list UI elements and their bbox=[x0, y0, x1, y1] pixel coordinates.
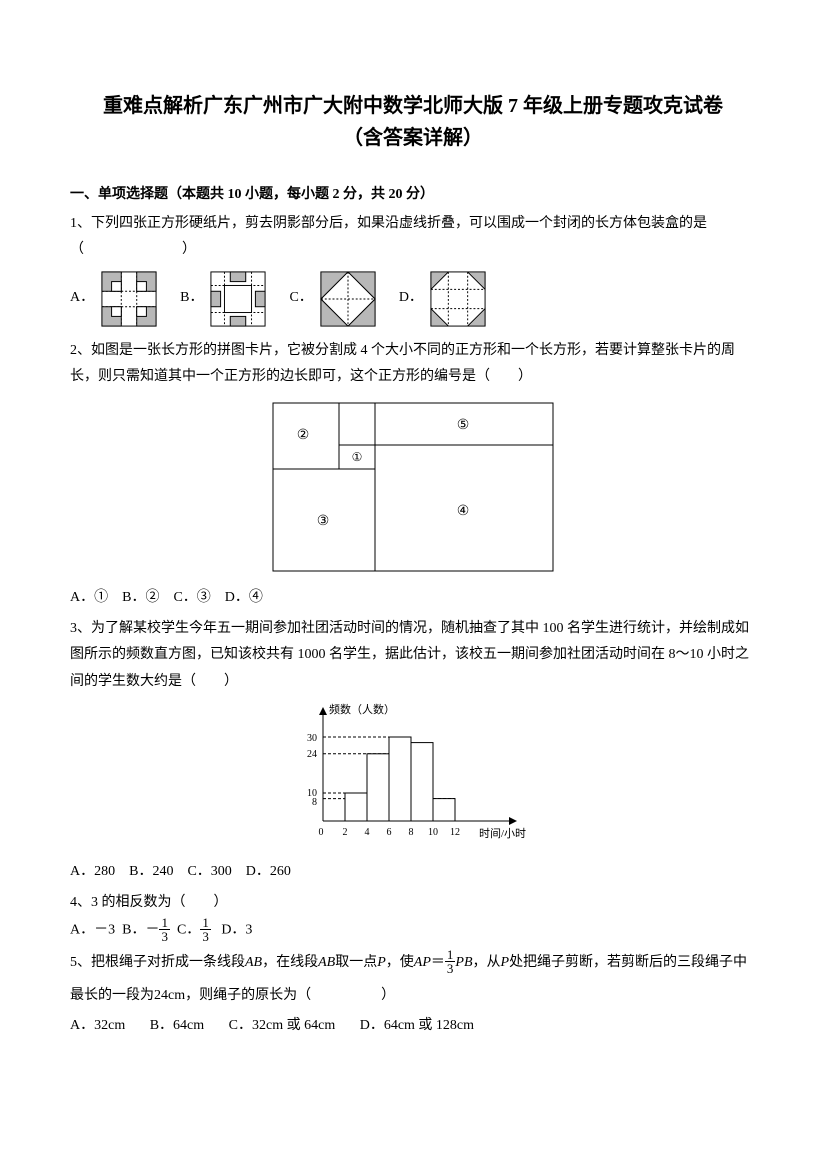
q1-option-b: B． bbox=[180, 270, 267, 328]
q5-opt-a: A．32cm bbox=[70, 1018, 125, 1033]
q1-stem: 1、下列四张正方形硬纸片，剪去阴影部分后，如果沿虚线折叠，可以围成一个封闭的长方… bbox=[70, 211, 756, 264]
q1-option-a: A． bbox=[70, 270, 158, 328]
svg-text:4: 4 bbox=[365, 827, 370, 838]
q5-pt-p-2: P bbox=[501, 955, 510, 970]
exam-page: 重难点解析广东广州市广大附中数学北师大版 7 年级上册专题攻克试卷 （含答案详解… bbox=[0, 0, 826, 1169]
q1-label-a: A． bbox=[70, 285, 94, 312]
q4-frac-c: 13 bbox=[200, 916, 211, 943]
q1-label-d: D． bbox=[399, 285, 423, 312]
q5-opt-b: B．64cm bbox=[150, 1018, 204, 1033]
q5-t1: 5、把根绳子对折成一条线段 bbox=[70, 955, 245, 970]
q1-option-d: D． bbox=[399, 270, 487, 328]
q5-t4: ，使 bbox=[386, 955, 414, 970]
q2-label-3: ③ bbox=[317, 514, 330, 529]
q5-options: A．32cm B．64cm C．32cm 或 64cm D．64cm 或 128… bbox=[70, 1013, 756, 1040]
q4-options: A．－3 B．－13 C．13 D．3 bbox=[70, 917, 756, 944]
q2-figure-wrap: ② ① ⑤ ③ ④ bbox=[70, 397, 756, 577]
q3-y-label: 频数（人数） bbox=[329, 702, 395, 716]
q5-t7: ，则绳子的原长为（ ） bbox=[185, 988, 395, 1003]
svg-text:6: 6 bbox=[387, 827, 392, 838]
svg-text:24: 24 bbox=[307, 749, 317, 760]
svg-text:30: 30 bbox=[307, 733, 317, 744]
q2-label-4: ④ bbox=[457, 504, 470, 519]
q5-ap: AP bbox=[414, 955, 431, 970]
q3-chart-wrap: 频数（人数） 时间/小时 0 2 4 6 8 10 12 30 24 10 8 bbox=[70, 701, 756, 851]
page-title: 重难点解析广东广州市广大附中数学北师大版 7 年级上册专题攻克试卷 （含答案详解… bbox=[70, 90, 756, 154]
question-4: 4、3 的相反数为（ ） A．－3 B．－13 C．13 D．3 bbox=[70, 890, 756, 944]
question-5: 5、把根绳子对折成一条线段AB，在线段AB取一点P，使AP＝13PB，从P处把绳… bbox=[70, 946, 756, 1040]
q4-opt-b-neg: － bbox=[145, 922, 159, 937]
question-1: 1、下列四张正方形硬纸片，剪去阴影部分后，如果沿虚线折叠，可以围成一个封闭的长方… bbox=[70, 211, 756, 328]
q2-label-2: ② bbox=[297, 428, 310, 443]
svg-text:0: 0 bbox=[319, 827, 324, 838]
q2-figure: ② ① ⑤ ③ ④ bbox=[263, 397, 563, 577]
question-3: 3、为了解某校学生今年五一期间参加社团活动时间的情况，随机抽查了其中 100 名… bbox=[70, 616, 756, 886]
q5-pt-p-1: P bbox=[377, 955, 386, 970]
q5-eq: ＝ bbox=[431, 955, 445, 970]
q2-label-1: ① bbox=[352, 450, 363, 464]
q5-opt-d: D．64cm 或 128cm bbox=[360, 1018, 474, 1033]
question-2: 2、如图是一张长方形的拼图卡片，它被分割成 4 个大小不同的正方形和一个长方形，… bbox=[70, 338, 756, 612]
q4-opt-a: A．－3 bbox=[70, 922, 115, 937]
title-line-1: 重难点解析广东广州市广大附中数学北师大版 7 年级上册专题攻克试卷 bbox=[103, 95, 723, 117]
q3-stem: 3、为了解某校学生今年五一期间参加社团活动时间的情况，随机抽查了其中 100 名… bbox=[70, 616, 756, 696]
q3-histogram: 频数（人数） 时间/小时 0 2 4 6 8 10 12 30 24 10 8 bbox=[283, 701, 543, 851]
q2-stem: 2、如图是一张长方形的拼图卡片，它被分割成 4 个大小不同的正方形和一个长方形，… bbox=[70, 338, 756, 391]
q5-t5: ，从 bbox=[473, 955, 501, 970]
q1-option-c: C． bbox=[289, 270, 376, 328]
q4-frac-b: 13 bbox=[159, 916, 170, 943]
q5-seg-ab-2: AB bbox=[318, 955, 335, 970]
q5-pb: PB bbox=[455, 955, 472, 970]
q1-label-c: C． bbox=[289, 285, 312, 312]
q5-t2: ，在线段 bbox=[262, 955, 318, 970]
q3-x-label: 时间/小时 bbox=[479, 827, 526, 840]
section-1-heading: 一、单项选择题（本题共 10 小题，每小题 2 分，共 20 分） bbox=[70, 182, 756, 209]
q3-options: A．280 B．240 C．300 D．260 bbox=[70, 859, 756, 886]
q1-figure-c bbox=[319, 270, 377, 328]
q4-opt-c-label: C． bbox=[177, 922, 200, 937]
q4-opt-b-label: B． bbox=[122, 922, 145, 937]
q2-label-5: ⑤ bbox=[457, 418, 470, 433]
q2-options: A．① B．② C．③ D．④ bbox=[70, 585, 756, 612]
q5-stem: 5、把根绳子对折成一条线段AB，在线段AB取一点P，使AP＝13PB，从P处把绳… bbox=[70, 946, 756, 1013]
q5-frac: 13 bbox=[445, 948, 456, 975]
q4-stem: 4、3 的相反数为（ ） bbox=[70, 890, 756, 917]
svg-text:2: 2 bbox=[343, 827, 348, 838]
q5-opt-c: C．32cm 或 64cm bbox=[229, 1018, 336, 1033]
q5-t3: 取一点 bbox=[335, 955, 377, 970]
q1-options: A． bbox=[70, 270, 756, 328]
q5-seg-ab-1: AB bbox=[245, 955, 262, 970]
q1-label-b: B． bbox=[180, 285, 203, 312]
q1-figure-b bbox=[209, 270, 267, 328]
q1-figure-d bbox=[429, 270, 487, 328]
svg-text:8: 8 bbox=[312, 797, 317, 808]
svg-text:8: 8 bbox=[409, 827, 414, 838]
q4-opt-d: D．3 bbox=[221, 922, 252, 937]
title-line-2: （含答案详解） bbox=[343, 127, 483, 149]
svg-text:10: 10 bbox=[428, 827, 438, 838]
svg-text:12: 12 bbox=[450, 827, 460, 838]
q5-len: 24cm bbox=[154, 988, 185, 1003]
q1-figure-a bbox=[100, 270, 158, 328]
